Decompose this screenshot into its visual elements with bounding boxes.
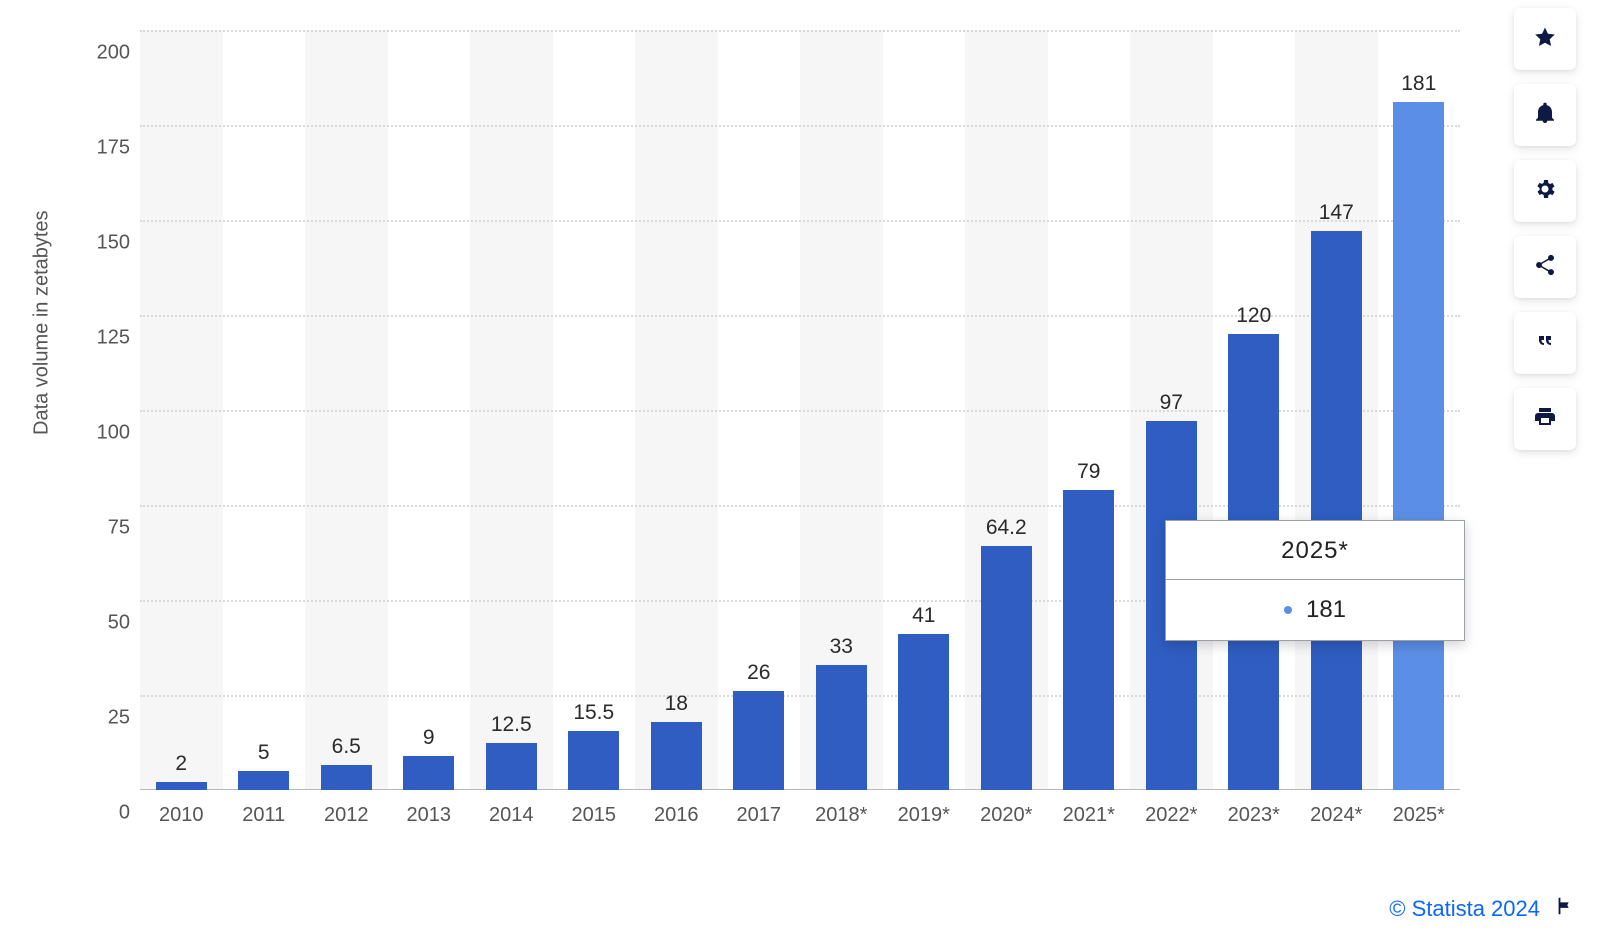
- quote-icon: [1533, 329, 1557, 358]
- x-tick-label: 2022*: [1145, 790, 1197, 827]
- print-button[interactable]: [1514, 388, 1576, 450]
- bar-value-label: 181: [1401, 72, 1436, 102]
- bar-value-label: 15.5: [573, 701, 614, 731]
- bar[interactable]: [651, 722, 702, 790]
- y-tick-label: 175: [70, 137, 130, 160]
- share-button[interactable]: [1514, 236, 1576, 298]
- gridline: [140, 30, 1460, 32]
- bar-value-label: 97: [1160, 391, 1183, 421]
- x-tick-label: 2021*: [1063, 790, 1115, 827]
- star-icon: [1533, 25, 1557, 54]
- tooltip-category: 2025*: [1166, 521, 1464, 579]
- bar[interactable]: [238, 771, 289, 790]
- y-tick-label: 25: [70, 707, 130, 730]
- bar[interactable]: [898, 634, 949, 790]
- bar[interactable]: [568, 731, 619, 790]
- bar[interactable]: [1393, 102, 1444, 790]
- gridline: [140, 220, 1460, 222]
- y-axis-label: Data volume in zetabytes: [31, 210, 54, 435]
- bar-value-label: 18: [665, 692, 688, 722]
- y-tick-label: 100: [70, 422, 130, 445]
- x-tick-label: 2018*: [815, 790, 867, 827]
- x-tick-label: 2010: [159, 790, 204, 827]
- tooltip-value: 181: [1306, 596, 1346, 624]
- y-tick-label: 0: [70, 802, 130, 825]
- x-tick-label: 2016: [654, 790, 699, 827]
- bar[interactable]: [1311, 231, 1362, 790]
- bar-value-label: 26: [747, 661, 770, 691]
- attribution-link[interactable]: © Statista 2024: [1389, 896, 1540, 922]
- y-tick-label: 200: [70, 42, 130, 65]
- x-tick-label: 2011: [242, 790, 285, 827]
- gear-icon: [1533, 177, 1557, 206]
- bar-value-label: 5: [258, 741, 270, 771]
- settings-button[interactable]: [1514, 160, 1576, 222]
- x-tick-label: 2012: [324, 790, 369, 827]
- notify-button[interactable]: [1514, 84, 1576, 146]
- bar[interactable]: [486, 743, 537, 791]
- bar-value-label: 33: [830, 635, 853, 665]
- x-tick-label: 2014: [489, 790, 534, 827]
- x-tick-label: 2013: [407, 790, 452, 827]
- chart-container: Data volume in zetabytes 2 2010 5 2011 6.5 20…: [30, 20, 1500, 850]
- bar[interactable]: [1063, 490, 1114, 790]
- gridline: [140, 125, 1460, 127]
- bar[interactable]: [321, 765, 372, 790]
- x-tick-label: 2015: [572, 790, 617, 827]
- y-tick-label: 125: [70, 327, 130, 350]
- bar-value-label: 6.5: [332, 735, 361, 765]
- x-tick-label: 2019*: [898, 790, 950, 827]
- bar[interactable]: [733, 691, 784, 790]
- bar[interactable]: [816, 665, 867, 790]
- x-tick-label: 2017: [737, 790, 782, 827]
- bar-value-label: 9: [423, 726, 435, 756]
- bar-value-label: 41: [912, 604, 935, 634]
- bar[interactable]: [981, 546, 1032, 790]
- share-icon: [1533, 253, 1557, 282]
- bar-value-label: 2: [175, 752, 187, 782]
- x-tick-label: 2025*: [1393, 790, 1445, 827]
- x-tick-label: 2023*: [1228, 790, 1280, 827]
- y-tick-label: 75: [70, 517, 130, 540]
- bar-value-label: 79: [1077, 460, 1100, 490]
- chart-footer: © Statista 2024: [1389, 895, 1576, 922]
- bar-value-label: 64.2: [986, 516, 1027, 546]
- favorite-button[interactable]: [1514, 8, 1576, 70]
- tooltip-series-dot: [1284, 606, 1292, 614]
- flag-icon[interactable]: [1554, 895, 1576, 922]
- bar-value-label: 147: [1319, 201, 1354, 231]
- bar-value-label: 12.5: [491, 713, 532, 743]
- x-tick-label: 2024*: [1310, 790, 1362, 827]
- plot-area: 22010520116.520129201312.5201415.5201518…: [140, 30, 1460, 790]
- bell-icon: [1533, 101, 1557, 130]
- x-tick-label: 2020*: [980, 790, 1032, 827]
- print-icon: [1533, 405, 1557, 434]
- bar-value-label: 120: [1236, 304, 1271, 334]
- y-tick-label: 50: [70, 612, 130, 635]
- cite-button[interactable]: [1514, 312, 1576, 374]
- bar[interactable]: [156, 782, 207, 790]
- y-tick-label: 150: [70, 232, 130, 255]
- bar[interactable]: [403, 756, 454, 790]
- chart-toolbar: [1514, 8, 1576, 450]
- chart-tooltip: 2025* 181: [1165, 520, 1465, 641]
